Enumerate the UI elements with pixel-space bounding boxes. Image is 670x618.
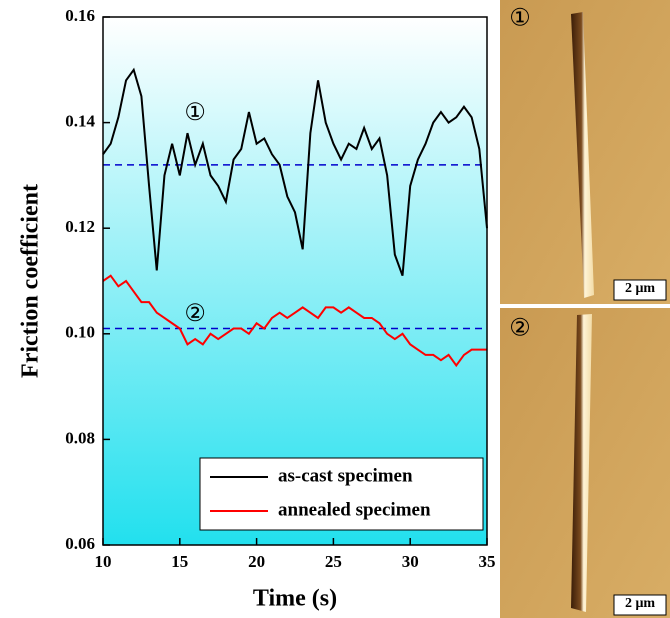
x-tick-label: 25 <box>325 552 342 571</box>
scale-bar-label: 2 μm <box>625 281 655 296</box>
y-tick-label: 0.08 <box>65 428 95 447</box>
y-tick-label: 0.10 <box>65 323 95 342</box>
image-label: ② <box>509 316 531 342</box>
data-line <box>102 67 488 277</box>
afm-image-2: ② 2 μm <box>500 308 670 618</box>
x-tick-label: 35 <box>479 552 496 571</box>
x-tick-label: 30 <box>402 552 419 571</box>
afm-groove <box>571 314 592 612</box>
y-tick-label: 0.12 <box>65 217 95 236</box>
legend-label: as-cast specimen <box>278 465 413 486</box>
scale-bar-label: 2 μm <box>625 596 655 611</box>
afm-groove <box>571 12 594 298</box>
legend-label: annealed specimen <box>278 499 431 520</box>
scale-bar-box <box>613 594 667 616</box>
y-tick-label: 0.16 <box>65 6 95 25</box>
x-tick-label: 10 <box>95 552 112 571</box>
y-tick-label: 0.14 <box>65 112 95 131</box>
x-tick-label: 20 <box>248 552 265 571</box>
legend-box <box>199 457 484 531</box>
y-tick-label: 0.06 <box>65 534 95 553</box>
afm-image-1: ① 2 μm <box>500 0 670 304</box>
x-axis-label: Time (s) <box>253 586 337 612</box>
annotation: ① <box>184 100 206 126</box>
plot-background <box>103 17 487 545</box>
scale-bar-box <box>613 279 667 301</box>
data-line <box>102 274 487 368</box>
legend: as-cast specimen annealed specimen <box>199 457 484 531</box>
annotation: ② <box>184 301 206 327</box>
y-axis-label: Friction coefficient <box>18 184 44 378</box>
x-tick-label: 15 <box>171 552 188 571</box>
image-label: ① <box>509 6 531 32</box>
plot-frame <box>102 16 488 546</box>
